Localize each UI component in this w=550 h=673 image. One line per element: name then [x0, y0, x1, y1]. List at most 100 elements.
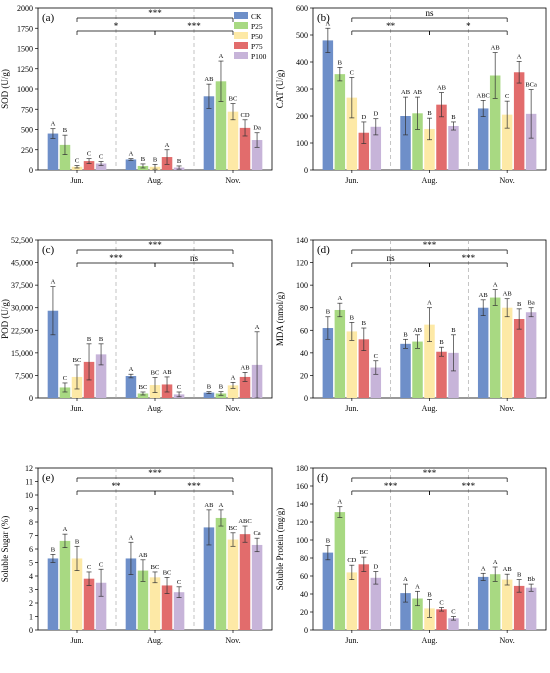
bar-ck [203, 392, 215, 398]
y-tick-label: 400 [296, 58, 308, 67]
significance-letter: C [87, 564, 91, 571]
bar-ck [322, 552, 334, 630]
bar-p100 [251, 140, 263, 170]
bar-ck [47, 133, 59, 170]
x-tick-label: Nov. [500, 404, 515, 413]
bar-p75 [83, 578, 95, 630]
significance-letter: C [87, 151, 91, 158]
y-tick-label: 160 [296, 482, 308, 491]
significance-bracket: *** [154, 481, 234, 495]
y-tick-label: 2000 [17, 4, 33, 13]
significance-letter: A [63, 526, 68, 533]
significance-letter: A [129, 151, 134, 158]
bar-p50 [346, 331, 358, 398]
bar-p100 [370, 577, 382, 630]
x-tick-label: Jun. [70, 176, 83, 185]
y-tick-label: 11 [25, 478, 33, 487]
legend-label: P100 [251, 52, 267, 61]
bar-p100 [448, 125, 459, 170]
significance-letter: AB [401, 89, 411, 96]
significance-letter: C [374, 353, 378, 360]
bar-p25 [215, 393, 227, 398]
bar-ck [400, 116, 411, 170]
significance-letter: A [129, 534, 134, 541]
bracket-label: *** [462, 481, 476, 491]
bar-ck [125, 558, 137, 630]
significance-bracket: *** [351, 240, 508, 254]
y-axis-label: MDA (nmol/g) [275, 292, 285, 346]
x-tick-label: Jun. [345, 404, 358, 413]
significance-letter: A [415, 583, 420, 590]
legend-label: P75 [251, 42, 263, 51]
significance-letter: A [51, 279, 56, 286]
bar-p50 [424, 324, 435, 398]
significance-letter: AB [204, 76, 214, 83]
significance-letter: A [427, 300, 432, 307]
significance-letter: B [63, 127, 68, 134]
significance-bracket: * [429, 21, 508, 35]
significance-letter: B [51, 546, 56, 553]
y-axis-label: SOD (U/g) [0, 69, 10, 109]
significance-bracket: ns [351, 8, 508, 22]
bar-p25 [137, 570, 149, 630]
significance-letter: C [99, 153, 103, 160]
bar-p100 [448, 352, 459, 398]
y-tick-label: 0 [29, 626, 33, 635]
x-tick-label: Aug. [147, 636, 163, 645]
significance-letter: ABC [238, 518, 251, 525]
panel-label: (f) [317, 472, 328, 484]
significance-letter: D [361, 114, 366, 121]
legend-swatch [234, 42, 248, 49]
significance-letter: C [350, 69, 354, 76]
bar-p100 [95, 582, 107, 630]
significance-letter: A [219, 502, 224, 509]
significance-letter: BC [139, 384, 148, 391]
bar-p100 [95, 163, 107, 170]
significance-letter: B [451, 114, 456, 121]
significance-letter: AB [138, 552, 148, 559]
y-axis-label: Soluble Sugar (%) [0, 516, 10, 583]
significance-letter: B [362, 320, 367, 327]
significance-letter: C [439, 600, 443, 607]
chart-panel-6: 0 20 40 60 80 100 120 140 160 180 Soluble Protein … [275, 464, 547, 645]
chart-panel-1: 0 250 500 750 1000 1250 1500 1750 2000 SOD (U/g) (… [0, 4, 273, 185]
y-tick-label: 100 [296, 281, 308, 290]
x-tick-label: Nov. [225, 176, 240, 185]
legend-label: P50 [251, 32, 263, 41]
x-tick-label: Aug. [147, 176, 163, 185]
chart-panel-2: 0 100 200 300 400 500 600 CAT (U/g) (b) Jun. Aug. N… [275, 4, 547, 185]
significance-letter: A [129, 366, 134, 373]
significance-letter: A [326, 20, 331, 27]
y-tick-label: 500 [296, 31, 308, 40]
significance-bracket: *** [76, 468, 234, 482]
y-tick-label: 7 [29, 532, 33, 541]
bar-p25 [489, 75, 501, 170]
bar-ck [400, 593, 411, 630]
significance-letter: BC [359, 549, 368, 556]
y-axis-label: CAT (U/g) [275, 70, 285, 109]
chart-panel-3: 0 7,500 15,000 22,500 30,000 37,500 45,000 52,5… [0, 236, 273, 413]
significance-letter: A [337, 499, 342, 506]
y-tick-label: 600 [296, 4, 308, 13]
bar-p50 [227, 111, 239, 170]
legend-label: CK [251, 12, 262, 21]
panel-label: (d) [317, 244, 330, 256]
y-tick-label: 1500 [17, 45, 33, 54]
significance-letter: BC [151, 564, 160, 571]
bracket-label: ns [190, 253, 199, 263]
significance-letter: CD [347, 557, 356, 564]
y-tick-label: 52,500 [11, 236, 33, 245]
y-tick-label: 80 [300, 304, 308, 313]
significance-letter: CD [241, 112, 250, 119]
bar-p50 [424, 128, 435, 170]
y-tick-label: 1250 [17, 65, 33, 74]
x-tick-label: Nov. [500, 176, 515, 185]
y-tick-label: 300 [296, 85, 308, 94]
y-tick-label: 140 [296, 500, 308, 509]
bracket-label: *** [187, 21, 201, 31]
y-tick-label: 180 [296, 464, 308, 473]
bar-ck [400, 343, 411, 398]
bar-p25 [59, 144, 71, 170]
significance-letter: A [165, 142, 170, 149]
y-tick-label: 5 [29, 559, 33, 568]
